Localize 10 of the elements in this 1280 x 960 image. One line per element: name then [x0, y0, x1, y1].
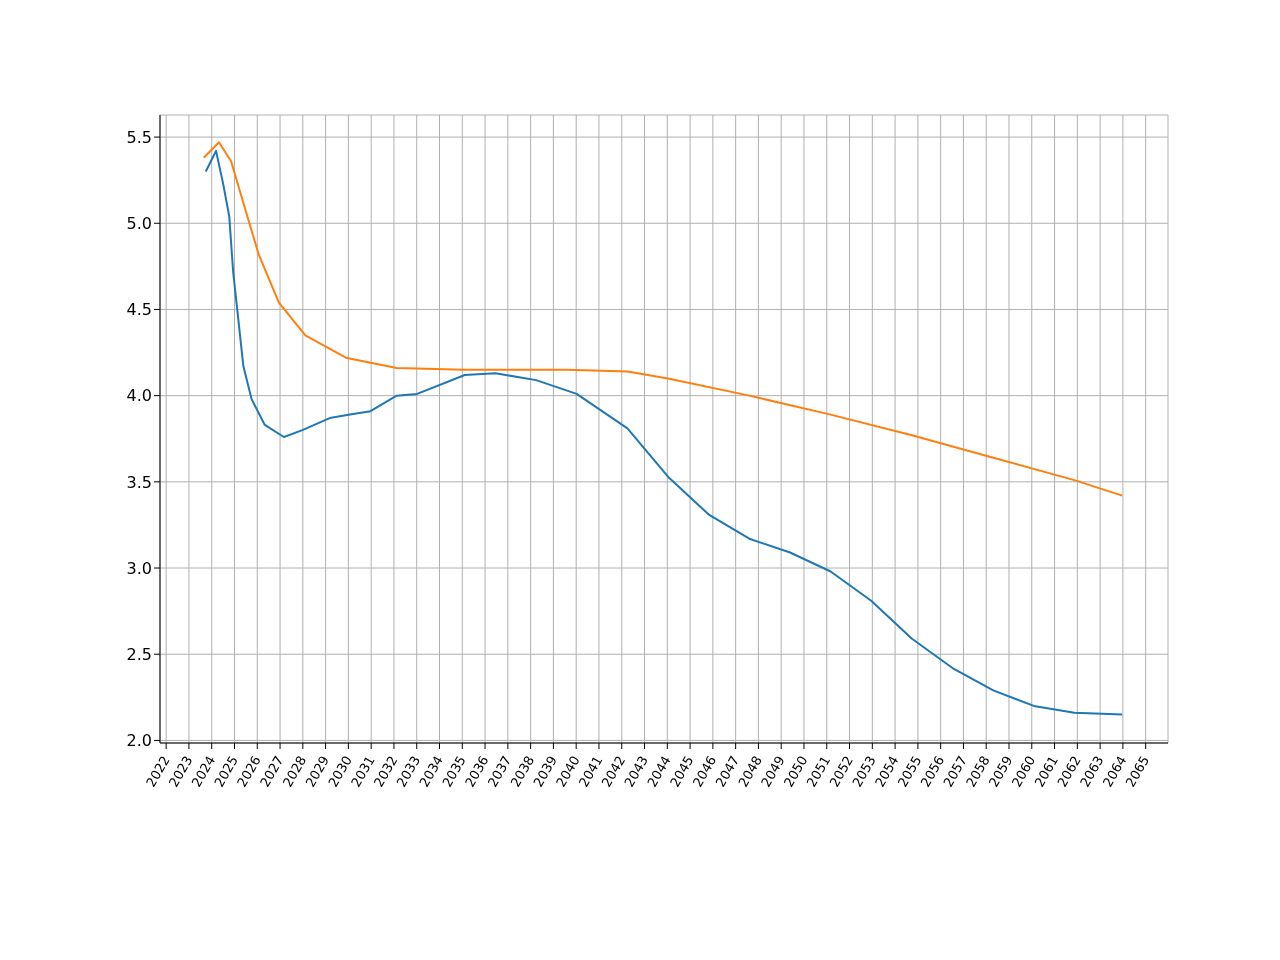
y-tick-label: 5.5 [126, 127, 152, 147]
y-tick-label: 3.5 [126, 472, 152, 492]
y-tick-label: 2.5 [126, 644, 152, 664]
line-series [202, 141, 1124, 497]
y-tick-label: 4.5 [126, 300, 152, 320]
y-tick-label: 5.0 [126, 213, 152, 233]
line-series [204, 149, 1124, 716]
y-tick-label: 4.0 [126, 386, 152, 406]
y-tick-label: 2.0 [126, 731, 152, 751]
y-tick-label: 3.0 [126, 558, 152, 578]
